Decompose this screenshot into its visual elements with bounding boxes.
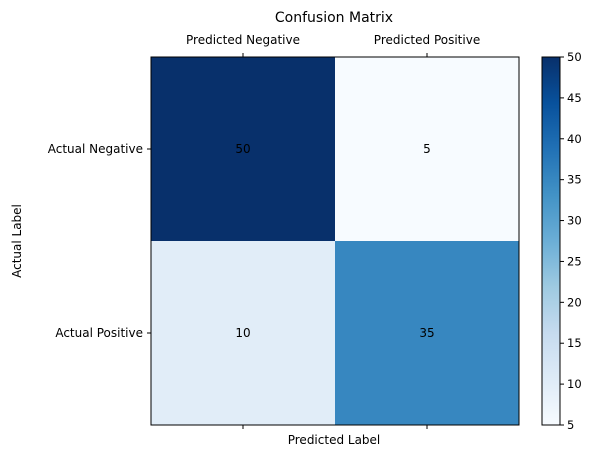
cell-value-1-0: 10 <box>235 326 250 340</box>
x-axis-label: Predicted Label <box>288 433 381 447</box>
colorbar-tick-label-4: 25 <box>567 254 582 268</box>
colorbar-frame <box>541 56 561 426</box>
colorbar <box>542 57 560 425</box>
x-axis-ticks: Predicted Negative Predicted Positive <box>186 33 480 429</box>
heatmap-cells <box>151 57 519 425</box>
colorbar-tick-label-2: 15 <box>567 336 582 350</box>
y-tick-label-0: Actual Negative <box>48 142 143 156</box>
plot-frame <box>150 56 520 426</box>
colorbar-tick-label-1: 10 <box>567 377 582 391</box>
heatmap-cell-0-1 <box>335 57 519 241</box>
heatmap-cell-1-1 <box>335 241 519 425</box>
y-tick-label-1: Actual Positive <box>55 326 143 340</box>
cell-value-0-1: 5 <box>423 142 431 156</box>
colorbar-tick-label-7: 40 <box>567 132 582 146</box>
colorbar-tick-label-6: 35 <box>567 173 582 187</box>
y-axis-ticks: Actual Negative Actual Positive <box>48 142 151 340</box>
x-tick-label-1: Predicted Positive <box>374 33 480 47</box>
colorbar-ticks: 5 10 15 20 25 30 35 40 45 50 <box>560 50 582 432</box>
cell-value-0-0: 50 <box>235 142 250 156</box>
y-axis-label: Actual Label <box>10 204 24 278</box>
x-tick-label-0: Predicted Negative <box>186 33 300 47</box>
colorbar-tick-label-0: 5 <box>567 418 574 432</box>
chart-title: Confusion Matrix <box>275 10 393 26</box>
heatmap-cell-1-0 <box>151 241 335 425</box>
colorbar-tick-label-3: 20 <box>567 295 582 309</box>
cell-value-labels: 50 5 10 35 <box>235 142 434 340</box>
colorbar-tick-label-9: 50 <box>567 50 582 64</box>
cell-value-1-1: 35 <box>419 326 434 340</box>
heatmap-cell-0-0 <box>151 57 335 241</box>
colorbar-tick-label-8: 45 <box>567 91 582 105</box>
colorbar-tick-label-5: 30 <box>567 214 582 228</box>
